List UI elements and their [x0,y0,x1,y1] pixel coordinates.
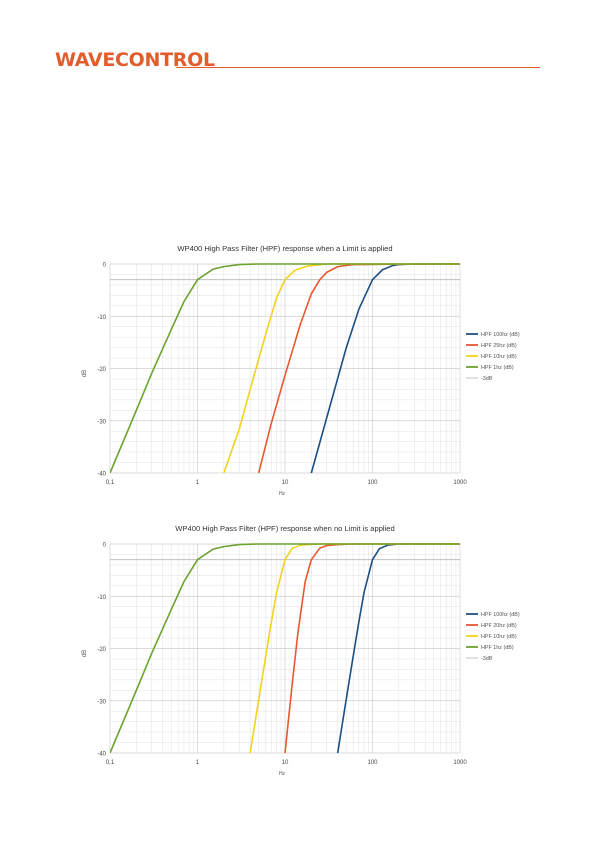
y-tick-label: 0 [103,263,107,269]
legend-label: -3dB [481,376,493,382]
legend-label: HPF 100hz (dB) [481,612,520,618]
page-header: WAVECONTROL [55,48,541,72]
series-line-25hz [257,263,460,473]
legend-label: HPF 10hz (dB) [481,354,517,360]
chart-title: WP400 High Pass Filter (HPF) response wh… [175,524,394,533]
series-line-10hz [223,263,460,473]
hpf-chart-limit: WP400 High Pass Filter (HPF) response wh… [82,244,520,497]
x-axis-label: Hz [279,491,286,497]
x-tick-label: 1 [196,480,200,486]
x-tick-label: 0,1 [106,480,115,486]
legend-label: HPF 10hz (dB) [481,634,517,640]
y-tick-label: -20 [97,647,106,653]
legend-label: HPF 20hz (dB) [481,623,517,629]
x-tick-label: 1000 [453,480,467,486]
y-tick-label: -20 [97,367,106,373]
x-tick-label: 1000 [453,760,467,766]
y-tick-label: -30 [97,419,106,425]
x-tick-label: 1 [196,760,200,766]
y-tick-label: 0 [103,543,107,549]
wavecontrol-logo: WAVECONTROL [55,49,215,71]
x-axis-label: Hz [279,771,286,777]
y-tick-label: -10 [97,315,106,321]
y-tick-label: -30 [97,699,106,705]
y-axis-label: dB [82,370,88,377]
y-tick-label: -10 [97,595,106,601]
series-group [110,263,460,473]
legend-label: -3dB [481,656,493,662]
legend-label: HPF 25hz (dB) [481,343,517,349]
series-line-1hz [110,263,460,473]
x-tick-label: 10 [282,480,289,486]
chart-title: WP400 High Pass Filter (HPF) response wh… [177,244,392,253]
y-axis-label: dB [82,650,88,657]
hpf-chart-no-limit: WP400 High Pass Filter (HPF) response wh… [82,524,520,777]
header-rule [176,67,540,68]
x-tick-label: 10 [282,760,289,766]
x-tick-label: 100 [367,760,378,766]
series-line-1hz [110,543,460,753]
y-tick-label: -40 [97,472,106,478]
grid-lines [109,263,461,474]
series-group [110,543,460,753]
x-tick-label: 100 [367,480,378,486]
x-tick-label: 0,1 [106,760,115,766]
legend-label: HPF 1hz (dB) [481,645,514,651]
y-tick-label: -40 [97,752,106,758]
grid-lines [109,543,461,754]
legend-label: HPF 100hz (dB) [481,332,520,338]
legend-label: HPF 1hz (dB) [481,365,514,371]
